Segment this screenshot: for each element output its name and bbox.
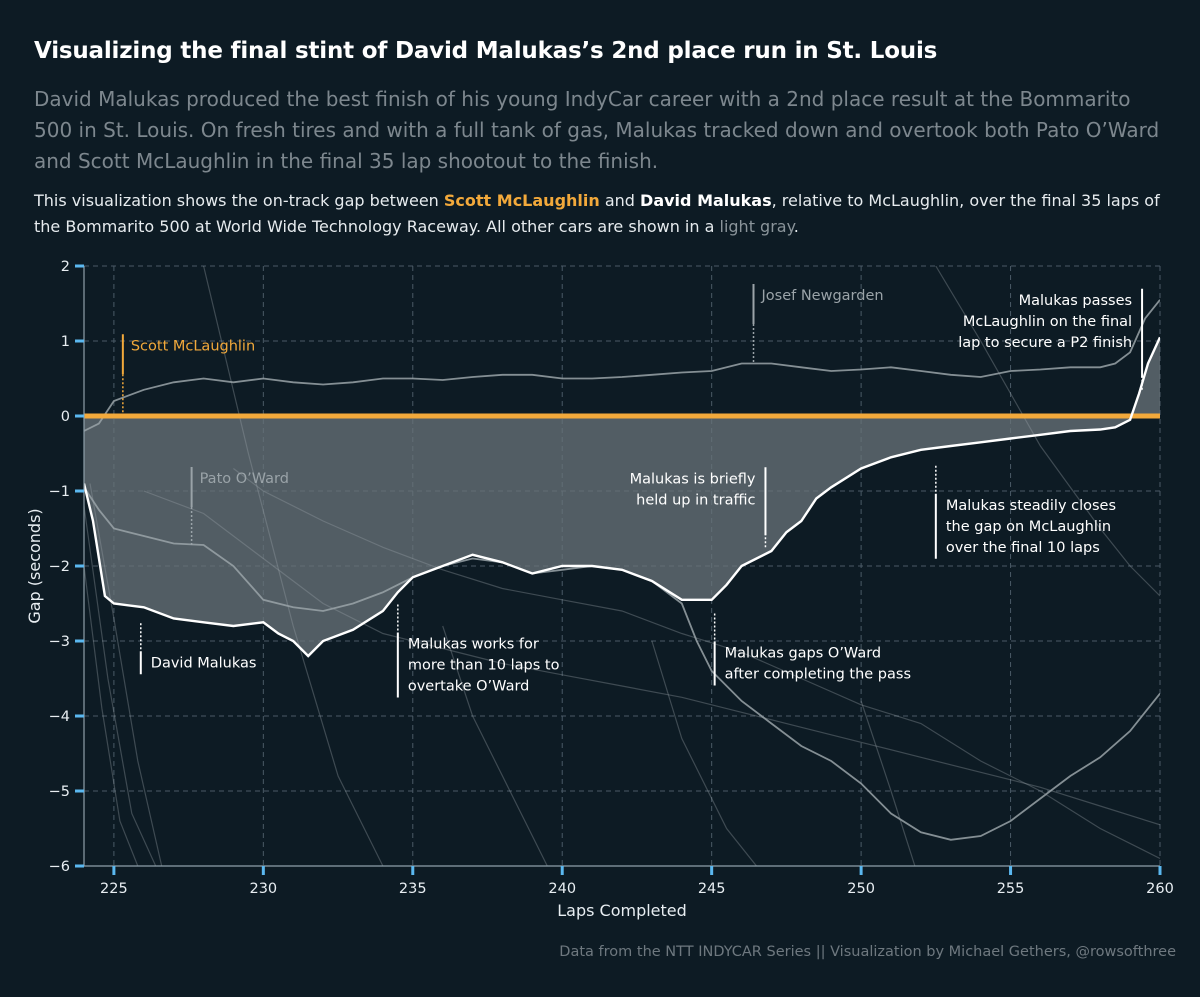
annotation-text: Malukas passes [1019, 293, 1132, 309]
ann-closes: Malukas steadily closes the gap on McLaug… [934, 465, 1116, 559]
series-line-other [89, 483, 163, 866]
ann-gaps: Malukas gaps O’Ward after completing the … [713, 613, 911, 686]
ann-newgarden: Josef Newgarden [752, 284, 884, 362]
series-line-other [143, 490, 1160, 826]
chart-title: Visualizing the final stint of David Mal… [34, 38, 938, 64]
x-tick-label: 255 [997, 881, 1025, 897]
series-line-other [233, 468, 1160, 860]
annotation-text: Pato O’Ward [200, 471, 289, 487]
annotation-text: lap to secure a P2 finish [958, 335, 1132, 351]
series-line-other [84, 505, 157, 866]
chart-subtitle: David Malukas produced the best finish o… [34, 87, 1160, 173]
data-credit: Data from the NTT INDYCAR Series || Visu… [559, 944, 1176, 960]
x-tick-label: 230 [249, 881, 277, 897]
ann-works: Malukas works for more than 10 laps to ove… [396, 604, 560, 698]
desc-gray-highlight: light gray [719, 217, 794, 236]
annotation-text: over the final 10 laps [946, 540, 1100, 556]
annotation-text: David Malukas [151, 655, 257, 671]
annotation-text: Scott McLaughlin [131, 338, 255, 354]
ann-malukas-label: David Malukas [139, 623, 257, 675]
annotation-text: held up in traffic [636, 492, 755, 508]
series-line-other [935, 266, 1160, 597]
x-tick-label: 240 [548, 881, 576, 897]
series-line-other [860, 700, 916, 866]
y-axis-label: Gap (seconds) [25, 508, 44, 623]
desc-part-2: and [599, 191, 641, 210]
annotation-text: overtake O’Ward [408, 679, 530, 695]
y-tick-label: −6 [49, 859, 70, 875]
y-tick-label: 0 [61, 409, 70, 425]
ann-passes: Malukas passes McLaughlin on the final lap… [958, 288, 1144, 390]
series-line-other [442, 625, 548, 866]
annotation-text: Malukas steadily closes [946, 498, 1116, 514]
series-line-other [84, 565, 139, 866]
x-axis-label: Laps Completed [557, 901, 687, 920]
desc-mclaughlin-highlight: Scott McLaughlin [443, 191, 600, 210]
desc-malukas-highlight: David Malukas [640, 191, 772, 210]
x-tick-label: 225 [100, 881, 128, 897]
series-line-other [84, 299, 1160, 432]
series-line-other [203, 266, 384, 866]
annotation-text: Malukas works for [408, 637, 539, 653]
x-tick-label: 250 [847, 881, 875, 897]
x-tick-label: 245 [698, 881, 726, 897]
y-tick-label: 2 [61, 259, 70, 275]
ann-mclaughlin: Scott McLaughlin [121, 334, 255, 413]
annotation-text: after completing the pass [725, 667, 911, 683]
annotation-text: Malukas gaps O’Ward [725, 646, 882, 662]
y-tick-label: −2 [49, 559, 70, 575]
y-tick-label: −1 [49, 484, 70, 500]
y-tick-label: −3 [49, 634, 70, 650]
gap-fill-area [84, 337, 1160, 656]
series-line-other [651, 640, 757, 866]
annotation-text: the gap on McLaughlin [946, 519, 1111, 535]
desc-part-1: This visualization shows the on-track ga… [34, 191, 444, 210]
annotation-text: Josef Newgarden [761, 288, 884, 304]
annotation-text: Malukas is briefly [630, 471, 756, 487]
ann-traffic: Malukas is briefly held up in traffic [630, 467, 767, 548]
ann-oward: Pato O’Ward [190, 467, 289, 545]
y-tick-label: 1 [61, 334, 70, 350]
desc-part-3: , relative to McLaughlin, over the final… [34, 191, 1160, 236]
desc-part-4: . [793, 217, 799, 236]
annotation-text: McLaughlin on the final [963, 314, 1132, 330]
x-tick-label: 260 [1146, 881, 1174, 897]
chart-description: This visualization shows the on-track ga… [34, 188, 1174, 240]
annotation-text: more than 10 laps to [408, 658, 560, 674]
y-tick-label: −4 [49, 709, 70, 725]
y-tick-label: −5 [49, 784, 70, 800]
x-tick-label: 235 [399, 881, 427, 897]
series-line-malukas [84, 336, 1160, 658]
